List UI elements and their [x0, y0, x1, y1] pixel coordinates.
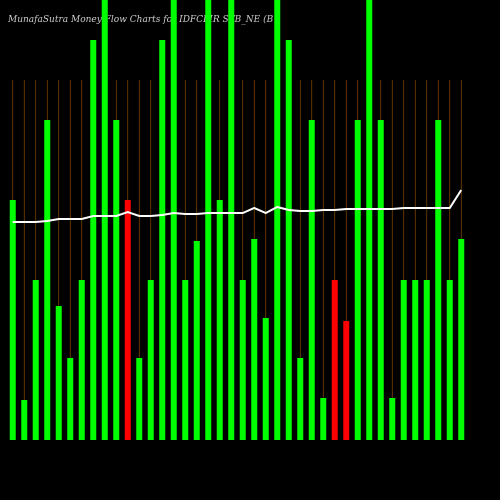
bar — [21, 400, 28, 440]
bar — [458, 239, 465, 440]
bar — [170, 0, 177, 440]
bar — [159, 40, 166, 440]
bar — [400, 280, 407, 440]
bar — [274, 0, 281, 440]
bar — [113, 120, 120, 440]
bar — [343, 321, 350, 440]
bar — [9, 200, 16, 440]
bar — [377, 120, 384, 440]
line — [12, 189, 463, 223]
bar — [446, 280, 453, 440]
bar — [67, 358, 74, 440]
bar — [331, 280, 338, 440]
bar — [216, 200, 223, 440]
bar — [32, 280, 39, 440]
bar — [412, 280, 419, 440]
bar — [136, 358, 143, 440]
bar — [147, 280, 154, 440]
bar — [354, 120, 361, 440]
bar — [435, 120, 442, 440]
bar — [251, 239, 258, 440]
bar — [423, 280, 430, 440]
bar — [193, 241, 200, 440]
bar — [55, 306, 62, 440]
bar — [320, 398, 327, 440]
chart-title: MunafaSutra Money Flow Charts for IDFCFI… — [7, 14, 274, 25]
bar — [44, 120, 51, 440]
bar — [182, 280, 189, 440]
bar — [90, 40, 97, 440]
bar — [101, 0, 108, 440]
bar — [297, 358, 304, 440]
bar — [205, 0, 212, 440]
bar — [366, 0, 373, 440]
bar — [239, 280, 246, 440]
bar — [389, 398, 396, 440]
bar — [78, 280, 85, 440]
bar — [262, 318, 269, 440]
bar — [124, 200, 131, 440]
bar — [308, 120, 315, 440]
bar — [285, 40, 292, 440]
bar — [228, 0, 235, 440]
